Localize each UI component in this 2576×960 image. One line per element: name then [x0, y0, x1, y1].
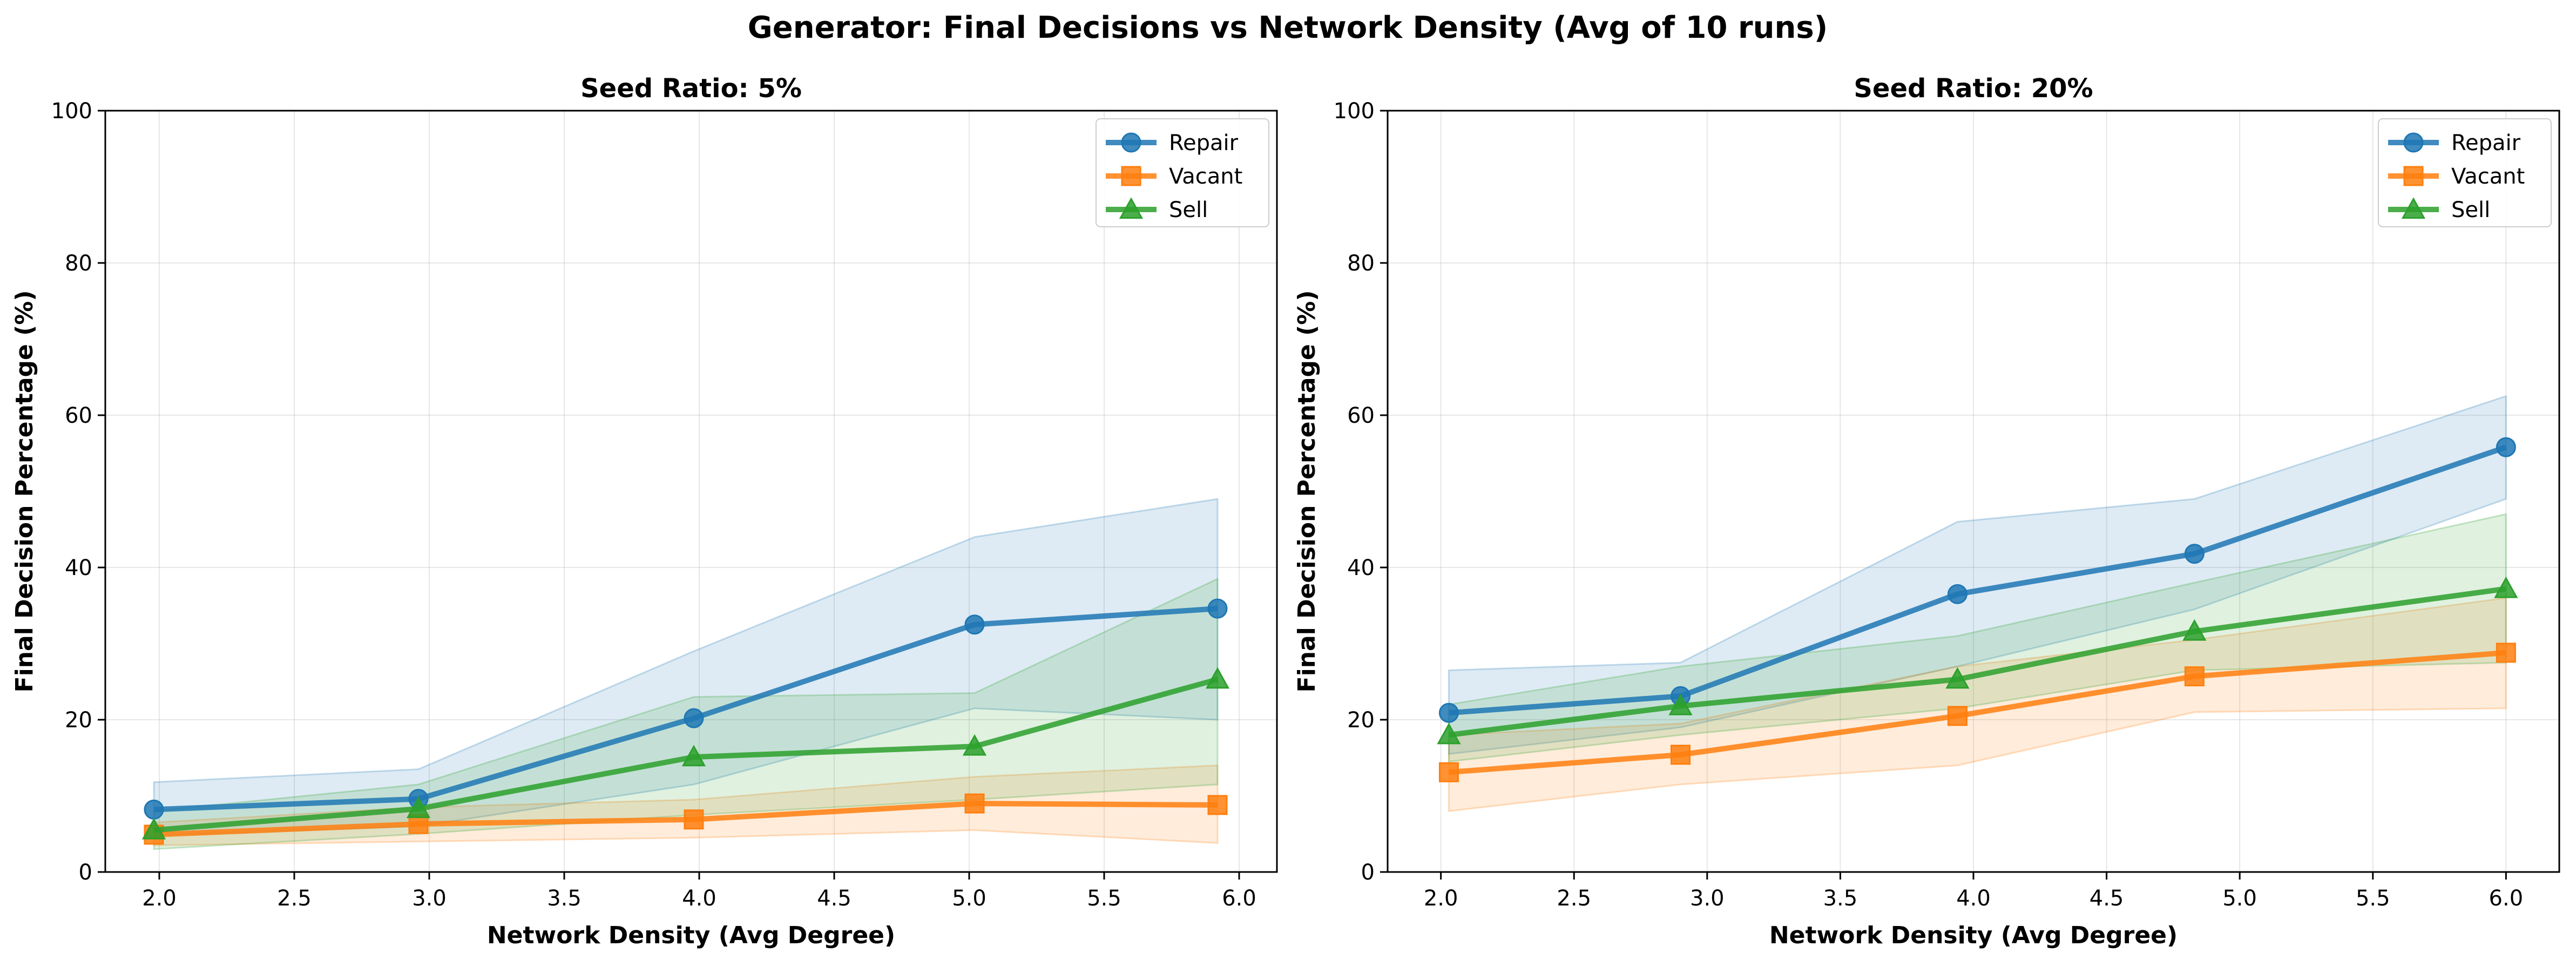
point-repair — [2184, 544, 2205, 564]
x-tick-label: 5.5 — [2356, 886, 2390, 911]
point-sell — [406, 796, 431, 819]
legend-label-sell: Sell — [2451, 198, 2490, 222]
y-axis-label: Final Decision Percentage (%) — [11, 290, 38, 693]
x-tick-label: 5.0 — [2222, 886, 2257, 911]
y-tick-label: 100 — [51, 99, 92, 124]
panel-title: Seed Ratio: 5% — [580, 73, 802, 104]
point-repair — [1947, 584, 1968, 604]
x-tick-label: 3.0 — [1690, 886, 1725, 911]
legend-marker-repair — [2403, 132, 2424, 153]
legend-label-vacant: Vacant — [2451, 164, 2525, 189]
x-tick-label: 5.0 — [952, 886, 986, 911]
x-tick-label: 3.5 — [1823, 886, 1858, 911]
legend-label-repair: Repair — [1169, 131, 1239, 156]
legend-marker-sell — [2401, 197, 2426, 219]
band-vacant — [1448, 597, 2507, 812]
figure-title: Generator: Final Decisions vs Network De… — [748, 10, 1828, 45]
point-repair — [1438, 702, 1459, 723]
legend: Repair Vacant Sell — [1096, 118, 1269, 227]
y-tick-label: 20 — [1347, 708, 1375, 733]
legend-marker-sell — [1119, 197, 1144, 219]
y-tick-label: 60 — [65, 403, 92, 428]
x-tick-label: 5.5 — [1087, 886, 1121, 911]
point-repair — [964, 614, 985, 635]
y-tick-label: 40 — [1347, 556, 1375, 580]
point-repair — [144, 799, 164, 820]
legend-label-sell: Sell — [1169, 198, 1208, 222]
point-sell — [1205, 667, 1230, 689]
point-sell — [2182, 619, 2207, 641]
panels: 2.0 2.5 3.0 3.5 4.0 4.5 5.0 5.5 6.0 0 20 40 60 80 100 S… — [11, 73, 2560, 949]
point-sell — [681, 745, 706, 767]
panel-title: Seed Ratio: 20% — [1854, 73, 2093, 104]
x-tick-label: 4.5 — [2090, 886, 2124, 911]
y-tick-label: 0 — [1361, 860, 1375, 885]
point-vacant — [964, 793, 985, 814]
point-repair — [684, 708, 704, 728]
point-vacant — [1438, 762, 1459, 782]
point-sell — [2494, 576, 2518, 598]
band-repair — [1448, 395, 2507, 755]
legend-marker-repair — [1121, 132, 1141, 153]
chart-panel-2: 2.0 2.5 3.0 3.5 4.0 4.5 5.0 5.5 6.0 0 20 40 60 80 100 S… — [1293, 73, 2560, 949]
plot-frame — [104, 110, 1278, 873]
x-tick-label: 4.0 — [1956, 886, 1991, 911]
point-repair — [1207, 598, 1228, 619]
point-sell — [962, 734, 987, 756]
y-tick-label: 80 — [1347, 251, 1375, 276]
point-vacant — [2184, 666, 2205, 687]
point-sell — [1437, 722, 1461, 745]
x-tick-label: 2.5 — [1557, 886, 1591, 911]
x-axis-label: Network Density (Avg Degree) — [487, 922, 895, 949]
legend-label-vacant: Vacant — [1169, 164, 1242, 189]
y-tick-label: 80 — [65, 251, 92, 276]
y-tick-label: 40 — [65, 556, 92, 580]
point-sell — [141, 817, 166, 840]
chart-panel-1: 2.0 2.5 3.0 3.5 4.0 4.5 5.0 5.5 6.0 0 20 40 60 80 100 S… — [11, 73, 1278, 949]
x-tick-label: 2.5 — [277, 886, 312, 911]
point-vacant — [1947, 706, 1968, 726]
y-axis-label: Final Decision Percentage (%) — [1293, 290, 1321, 693]
point-vacant — [684, 809, 704, 830]
x-axis-label: Network Density (Avg Degree) — [1769, 922, 2178, 949]
point-sell — [1945, 667, 1970, 689]
legend-label-repair: Repair — [2451, 131, 2521, 156]
point-vacant — [2496, 643, 2516, 663]
x-tick-label: 2.0 — [142, 886, 177, 911]
y-tick-label: 100 — [1334, 99, 1375, 124]
x-tick-label: 3.5 — [547, 886, 582, 911]
x-tick-label: 6.0 — [2489, 886, 2524, 911]
y-tick-label: 60 — [1347, 403, 1375, 428]
point-repair — [2496, 437, 2516, 457]
point-vacant — [1671, 745, 1691, 765]
legend-marker-vacant — [2403, 166, 2424, 186]
x-tick-label: 3.0 — [412, 886, 447, 911]
x-tick-label: 6.0 — [1222, 886, 1256, 911]
x-tick-label: 4.0 — [682, 886, 716, 911]
y-tick-label: 20 — [65, 708, 92, 733]
y-tick-label: 0 — [79, 860, 92, 885]
legend: Repair Vacant Sell — [2378, 118, 2552, 227]
x-tick-label: 4.5 — [817, 886, 851, 911]
grid — [105, 110, 1277, 873]
point-sell — [1668, 693, 1693, 715]
point-vacant — [1207, 795, 1228, 815]
legend-marker-vacant — [1121, 166, 1141, 186]
x-tick-label: 2.0 — [1424, 886, 1458, 911]
